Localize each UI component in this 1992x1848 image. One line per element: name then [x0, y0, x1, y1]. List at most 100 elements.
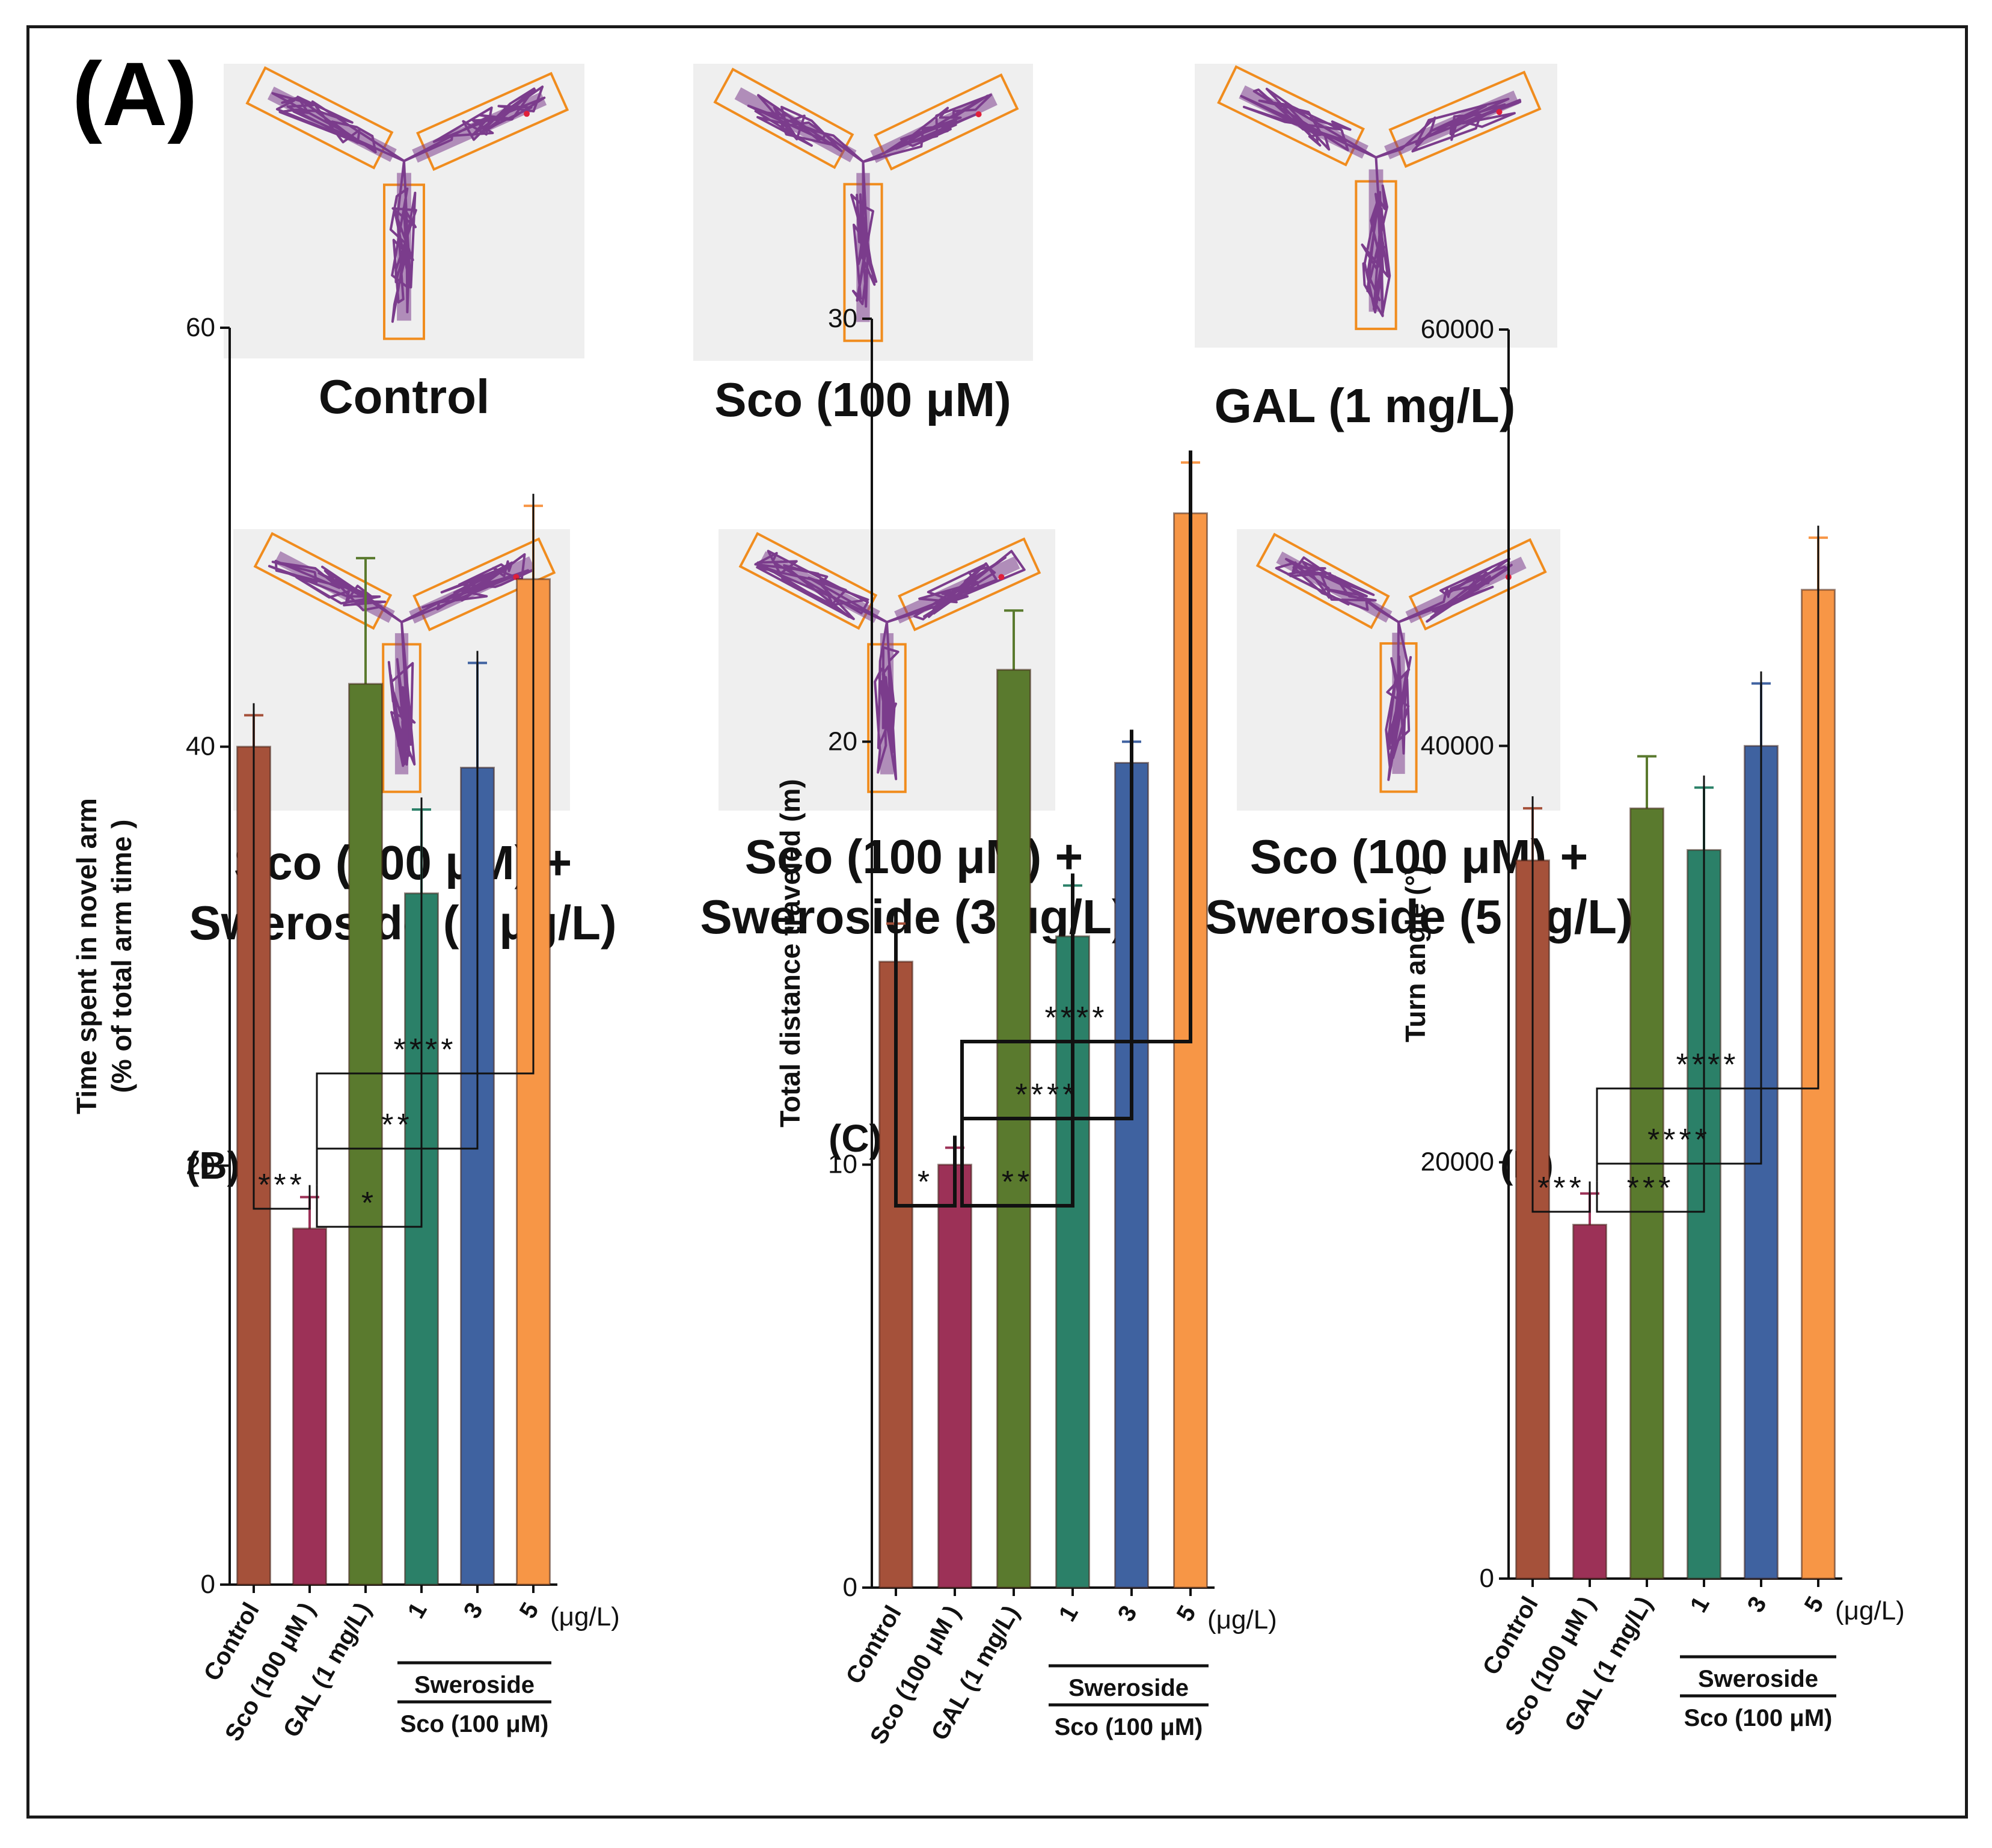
x-tick-label: 3: [1742, 1592, 1772, 1617]
y-tick-label: 10: [828, 1150, 857, 1179]
x-tick-label: 5: [1172, 1601, 1201, 1626]
x-tick-label: Control: [1478, 1592, 1543, 1680]
bar-1: [937, 1164, 972, 1589]
maze-arm: [862, 73, 1019, 171]
maze-arm: [382, 622, 421, 793]
maze-sweroside-1: [233, 529, 570, 811]
maze-track-fill: [412, 91, 547, 163]
significance-bracket: [1596, 671, 1762, 1182]
group-label-top: Sweroside: [1068, 1675, 1189, 1701]
bar-5: [516, 578, 551, 1586]
maze-drawing: [245, 66, 569, 340]
y-tick-label: 0: [1480, 1564, 1494, 1593]
maze-label-gal: GAL (1 mg/L): [1172, 376, 1557, 436]
significance-bracket: [960, 873, 1074, 1208]
significance-label: *: [361, 1186, 377, 1221]
maze-track-fill: [1239, 85, 1368, 159]
panel-label: (C): [829, 1117, 882, 1160]
chart-panel-b: (B) 0 20 40 60 Time spent in novel arm (% of t…: [71, 313, 620, 1746]
bar-2: [1629, 807, 1664, 1580]
maze-track-fill: [1276, 551, 1393, 623]
maze-arm: [1379, 622, 1418, 793]
maze-arm: [383, 161, 425, 340]
maze-label-line2: Sweroside (5 μg/L): [1205, 890, 1633, 944]
maze-track-fill: [1368, 169, 1384, 312]
y-axis-label: Turn angle (°): [1400, 866, 1431, 1043]
x-tick-label: Control: [841, 1601, 907, 1689]
maze-track-fill: [894, 556, 1020, 624]
maze-track-fill: [880, 633, 894, 775]
group-label-top: Sweroside: [1698, 1666, 1818, 1692]
x-tick-label: 1: [403, 1598, 432, 1623]
x-tick-label: 3: [459, 1598, 488, 1623]
group-label-bottom: Sco (100 μM): [400, 1711, 549, 1737]
maze-track-fill: [759, 551, 880, 623]
significance-bracket: [253, 703, 311, 1210]
significance-label: ***: [258, 1168, 305, 1203]
significance-bracket: [960, 729, 1133, 1136]
x-tick-label: 5: [515, 1598, 544, 1623]
maze-arm: [713, 67, 864, 170]
maze-gal: [1195, 64, 1557, 348]
y-axis-label: Total distance traveled (m): [774, 779, 806, 1127]
maze-label-line1: Sco (100 μM) +: [233, 836, 572, 889]
significance-label: ****: [1676, 1048, 1739, 1082]
maze-animal-marker: [1496, 109, 1503, 115]
y-tick-label: 60: [186, 313, 215, 342]
maze-track-fill: [409, 556, 535, 624]
maze-control: [224, 64, 584, 358]
significance-label: **: [1002, 1165, 1033, 1200]
figure-frame: [26, 25, 1968, 1819]
unit-label: (μg/L): [1207, 1605, 1277, 1635]
maze-track-fill: [870, 93, 998, 164]
maze-track-fill: [1405, 556, 1527, 624]
significance-bracket: [1596, 775, 1705, 1213]
y-tick-label: 0: [843, 1573, 857, 1602]
maze-arm: [886, 537, 1041, 631]
x-tick-label: 1: [1054, 1601, 1083, 1626]
maze-label-control: Control: [224, 367, 584, 427]
maze-arm: [867, 622, 907, 793]
significance-bracket: [960, 450, 1192, 1136]
maze-arm: [401, 537, 556, 631]
maze-track-fill: [856, 173, 870, 322]
maze-track-fill: [394, 633, 409, 775]
maze-track: [1375, 97, 1522, 159]
y-axis-label-line2: (% of total arm time ): [106, 820, 137, 1093]
significance-bracket: [1596, 526, 1819, 1182]
significance-label: ****: [394, 1033, 457, 1067]
maze-animal-marker: [998, 574, 1005, 580]
maze-track-fill: [397, 173, 411, 321]
significance-label: ***: [1627, 1171, 1675, 1206]
maze-drawing: [1217, 65, 1542, 330]
bar-2: [348, 683, 383, 1586]
significance-bracket: [316, 797, 423, 1228]
maze-drawing: [738, 532, 1041, 793]
y-tick-label: 0: [201, 1570, 215, 1599]
group-label-bottom: Sco (100 μM): [1055, 1714, 1203, 1740]
maze-sweroside-5: [1237, 529, 1560, 811]
maze-label-text: Control: [318, 370, 490, 423]
bar-1: [1572, 1224, 1607, 1580]
maze-track-fill: [267, 86, 397, 162]
maze-label-sco: Sco (100 μM): [673, 370, 1052, 430]
maze-track-fill: [1392, 633, 1405, 774]
y-tick-label: 40: [186, 732, 215, 761]
significance-bracket: [316, 494, 535, 1185]
maze-arm: [843, 161, 883, 342]
maze-animal-marker: [524, 111, 530, 117]
unit-label: (μg/L): [550, 1602, 620, 1632]
maze-sco: [693, 64, 1033, 361]
maze-arm: [245, 66, 405, 170]
maze-arm: [1355, 157, 1397, 330]
panel-label: (B): [186, 1144, 240, 1187]
maze-label-text: GAL (1 mg/L): [1214, 379, 1516, 432]
significance-label: ****: [1016, 1078, 1079, 1113]
significance-label: ****: [1045, 1001, 1108, 1036]
maze-arm: [1398, 538, 1547, 631]
maze-track-fill: [734, 87, 857, 162]
maze-arm: [1217, 65, 1377, 167]
y-tick-label: 40000: [1421, 731, 1494, 760]
maze-drawing: [713, 67, 1019, 342]
